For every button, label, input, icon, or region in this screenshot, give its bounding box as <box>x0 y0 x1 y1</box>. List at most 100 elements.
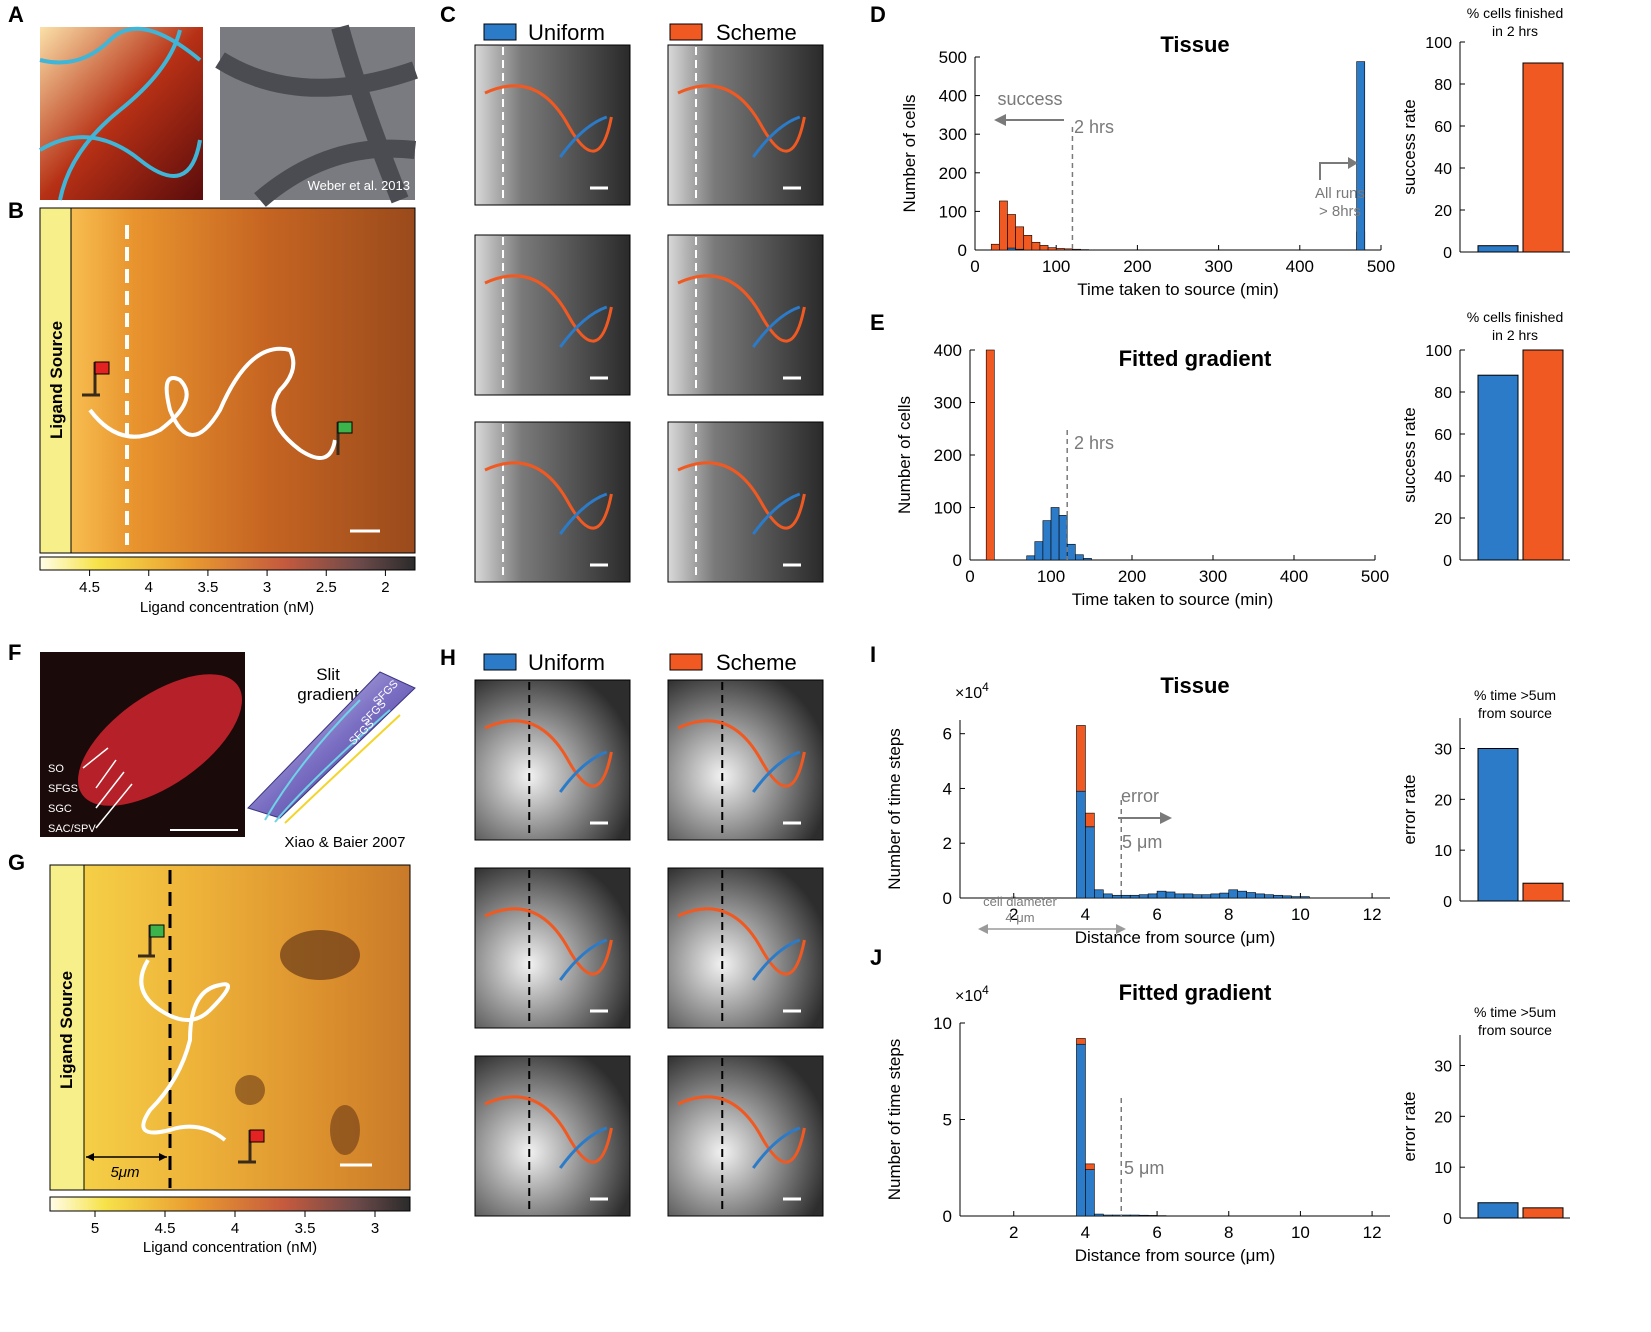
bar-uniform <box>1219 892 1230 899</box>
scheme-trajectory <box>484 907 613 976</box>
credit-weber: Weber et al. 2013 <box>308 178 410 193</box>
axon-path-yellow <box>284 714 401 824</box>
trajectory-frame <box>474 421 631 583</box>
panel-g: Ligand Source 5μm 5 4.5 4 3.5 3 Ligand conce… <box>49 864 411 1256</box>
bar-uniform <box>1147 1215 1158 1217</box>
legend-swatch-scheme <box>669 23 703 41</box>
bar-uniform <box>1201 894 1212 899</box>
trajectory-frame <box>667 679 824 841</box>
bar-uniform <box>1083 558 1092 561</box>
legend-scheme: Scheme <box>716 650 797 675</box>
bar-uniform <box>1291 896 1301 899</box>
annotations-d: success 2 hrs All runs > 8hrs <box>994 89 1365 220</box>
colorbar-label: Ligand concentration (nM) <box>140 599 314 616</box>
y-tick-label: 300 <box>939 125 967 144</box>
source-label: Ligand Source <box>57 971 76 1089</box>
colorbar-tick-label: 3 <box>371 1220 379 1237</box>
side-title-line-1: % cells finished <box>1467 309 1564 325</box>
axon-paths <box>264 699 391 823</box>
legend-uniform: Uniform <box>528 650 605 675</box>
colorbar-ticks: 4.5 4 3.5 3 2.5 2 <box>79 570 390 596</box>
side-title-line-2: from source <box>1478 705 1552 721</box>
legend-uniform: Uniform <box>528 20 605 45</box>
cell-trajectory <box>88 346 337 460</box>
bar-uniform <box>1094 1213 1104 1217</box>
y-tick-label: 100 <box>1425 343 1452 360</box>
trajectory-frame <box>474 44 631 206</box>
layer-pointer <box>95 783 133 829</box>
uniform-trajectory <box>559 1126 608 1169</box>
bar-uniform <box>1111 1214 1122 1217</box>
credit-xiao: Xiao & Baier 2007 <box>285 834 406 851</box>
bar-uniform <box>1273 894 1283 899</box>
chart-e: 0 100 200 300 400 500 0 100 200 300 400 Fitted grad… <box>895 341 1389 609</box>
distance-label: 5μm <box>110 1164 139 1181</box>
flag-green <box>336 421 353 455</box>
layer-pointer <box>82 747 109 769</box>
colorbar-tick-label: 4 <box>231 1220 239 1237</box>
y-tick-label: 20 <box>1434 1109 1452 1126</box>
side-title-line-2: in 2 hrs <box>1492 327 1538 343</box>
y-tick-label: 100 <box>939 202 967 221</box>
d-allruns-2: > 8hrs <box>1319 203 1361 220</box>
y-axis-label: success rate <box>1400 407 1419 502</box>
x-tick-label: 10 <box>1291 905 1310 924</box>
panel-letters: A B C D E F G H I J <box>8 2 886 970</box>
y-tick-label: 200 <box>939 164 967 183</box>
bar-uniform <box>1138 894 1149 899</box>
bar-scheme <box>990 243 1000 251</box>
y-axis-label: Number of cells <box>895 396 914 514</box>
vessel-outline <box>38 26 202 201</box>
scheme-trajectory <box>484 274 613 343</box>
bar-scheme <box>1072 248 1081 251</box>
bar-uniform <box>1246 892 1256 899</box>
colorbar-tick-label: 4 <box>145 579 153 596</box>
d-success-arrowhead <box>994 114 1006 126</box>
y-tick-label: 0 <box>958 241 967 260</box>
x-axis-label: Time taken to source (min) <box>1077 280 1279 299</box>
trajectory-frame <box>667 234 824 396</box>
x-tick-label: 12 <box>1363 1223 1382 1242</box>
y-axis-label: success rate <box>1400 99 1419 194</box>
colorbar-tick-label: 3.5 <box>197 579 218 596</box>
x-tick-label: 500 <box>1361 567 1389 586</box>
bar-uniform <box>1477 374 1519 561</box>
ligand-field <box>39 207 416 554</box>
panel-label-a: A <box>8 2 24 27</box>
x-tick-label: 100 <box>1042 257 1070 276</box>
x-tick-label: 100 <box>1037 567 1065 586</box>
y-tick-label: 100 <box>1425 35 1452 52</box>
x-tick-label: 8 <box>1224 1223 1233 1242</box>
chart-e-side: 0 20 40 60 80 100 success rate % cells finished… <box>1400 309 1570 570</box>
bar-scheme <box>1076 725 1086 792</box>
uniform-trajectory <box>752 750 801 793</box>
scheme-trajectory <box>677 1095 806 1164</box>
y-tick-label: 80 <box>1434 385 1452 402</box>
y-tick-label: 400 <box>939 87 967 106</box>
bar-uniform <box>1076 1043 1086 1217</box>
x-axis-label: Distance from source (μm) <box>1075 1246 1276 1265</box>
trajectory-frame <box>474 1055 631 1217</box>
uniform-trajectory <box>559 750 608 793</box>
scheme-trajectory <box>677 461 806 530</box>
x-tick-label: 4 <box>1081 1223 1090 1242</box>
chart-i: 2 4 6 8 10 12 0 2 4 6 Tissue Distance from source (… <box>885 673 1390 947</box>
colorbar <box>39 556 416 571</box>
annotations-e: 2 hrs <box>1074 433 1114 453</box>
x-tick-label: 400 <box>1286 257 1314 276</box>
bar-scheme <box>1085 812 1095 828</box>
y-tick-label: 10 <box>933 1014 952 1033</box>
bar-uniform <box>1026 555 1036 561</box>
uniform-trajectory <box>752 115 801 158</box>
layer-label: SFGS <box>48 783 78 795</box>
x-tick-label: 400 <box>1280 567 1308 586</box>
i-error-label: error <box>1121 786 1159 806</box>
colorbar-tick-label: 4.5 <box>79 579 100 596</box>
y-tick-label: 40 <box>1434 161 1452 178</box>
bar-uniform <box>1120 1214 1131 1217</box>
chart-title: Tissue <box>1160 673 1229 698</box>
colorbar-ticks: 5 4.5 4 3.5 3 <box>91 1211 379 1237</box>
bar-scheme <box>1076 1038 1086 1045</box>
panel-label-g: G <box>8 850 25 875</box>
